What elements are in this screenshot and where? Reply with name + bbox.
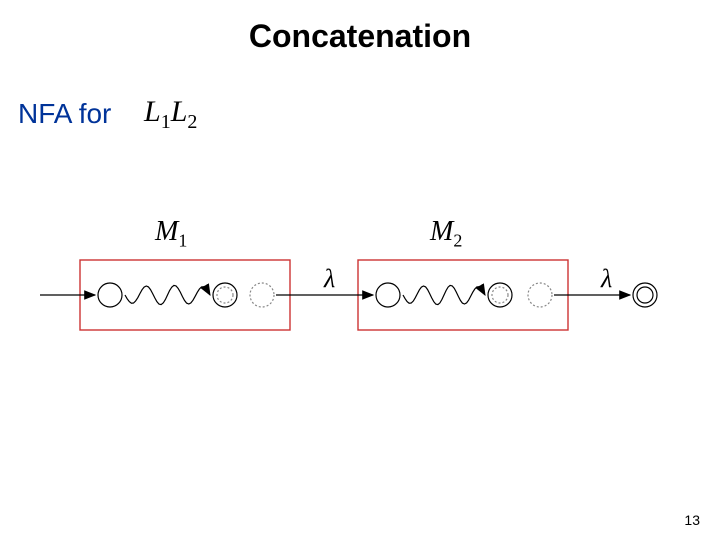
page-number: 13: [684, 512, 700, 528]
nfa-diagram: [0, 0, 720, 540]
